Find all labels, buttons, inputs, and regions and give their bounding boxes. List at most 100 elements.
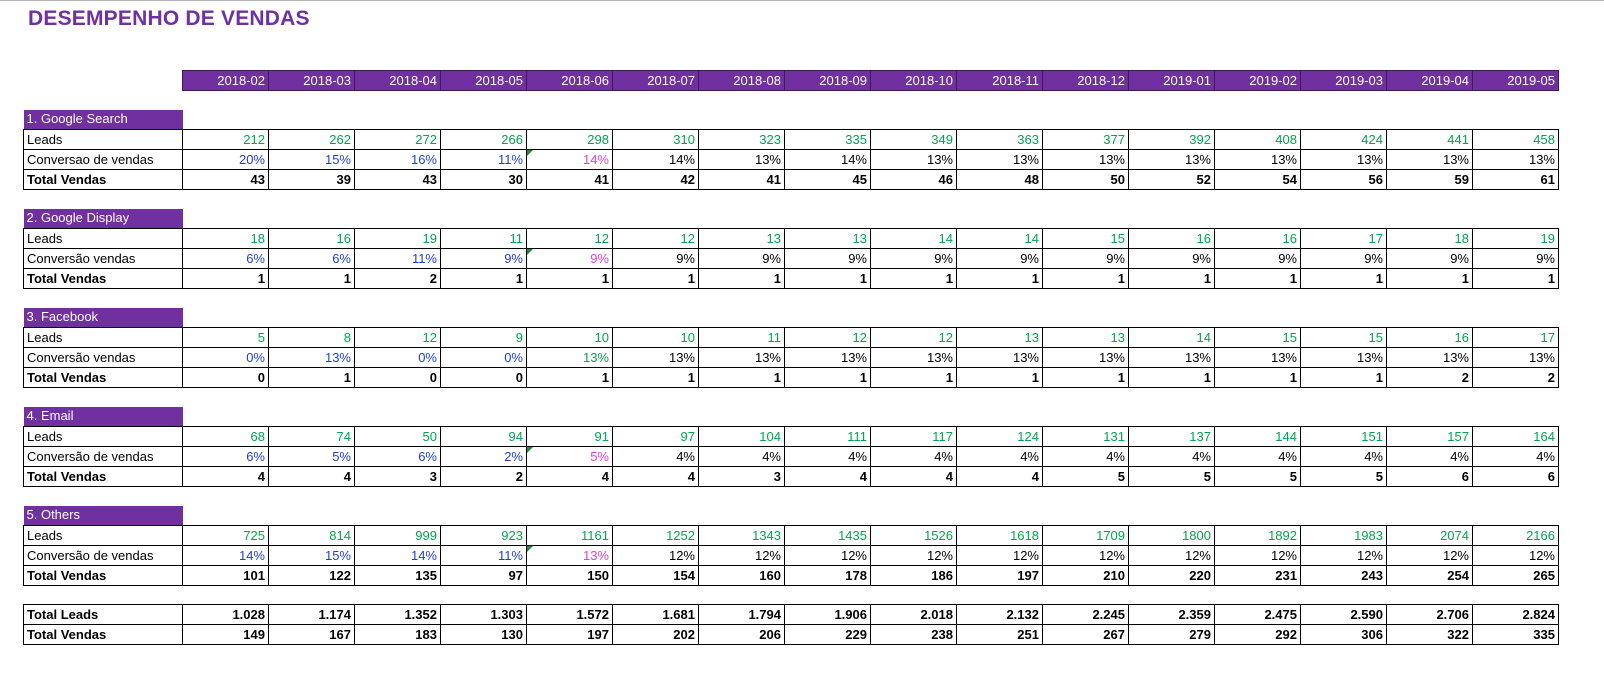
- conversion-value-cell[interactable]: 12%: [1128, 545, 1215, 566]
- row-label-cell[interactable]: Total Vendas: [23, 624, 183, 645]
- total-sales-value-cell[interactable]: 3: [354, 466, 441, 487]
- conversion-value-cell[interactable]: 2%: [440, 446, 527, 467]
- conversion-value-cell[interactable]: 13%: [1042, 149, 1129, 170]
- conversion-value-cell[interactable]: 4%: [956, 446, 1043, 467]
- total-sales-value-cell[interactable]: 4: [870, 466, 957, 487]
- total-sales-value-cell[interactable]: 45: [784, 169, 871, 190]
- summary-sales-value-cell[interactable]: 335: [1472, 624, 1559, 645]
- conversion-value-cell[interactable]: 13%: [526, 545, 613, 566]
- summary-leads-value-cell[interactable]: 1.028: [182, 604, 269, 625]
- conversion-value-cell[interactable]: 16%: [354, 149, 441, 170]
- month-header-cell[interactable]: 2018-04: [354, 70, 441, 91]
- leads-value-cell[interactable]: 104: [698, 426, 785, 447]
- leads-value-cell[interactable]: 12: [526, 228, 613, 249]
- total-sales-value-cell[interactable]: 5: [1128, 466, 1215, 487]
- conversion-value-cell[interactable]: 12%: [1214, 545, 1301, 566]
- conversion-value-cell[interactable]: 13%: [1214, 347, 1301, 368]
- leads-value-cell[interactable]: 137: [1128, 426, 1215, 447]
- total-sales-value-cell[interactable]: 1: [526, 268, 613, 289]
- conversion-value-cell[interactable]: 9%: [612, 248, 699, 269]
- conversion-value-cell[interactable]: 4%: [1300, 446, 1387, 467]
- section-name-cell[interactable]: 2. Google Display: [23, 208, 183, 229]
- leads-value-cell[interactable]: 16: [268, 228, 355, 249]
- conversion-value-cell[interactable]: 0%: [182, 347, 269, 368]
- leads-value-cell[interactable]: 923: [440, 525, 527, 546]
- leads-value-cell[interactable]: 94: [440, 426, 527, 447]
- total-sales-value-cell[interactable]: 122: [268, 565, 355, 586]
- leads-value-cell[interactable]: 14: [956, 228, 1043, 249]
- row-label-cell[interactable]: Conversão vendas: [23, 347, 183, 368]
- conversion-value-cell[interactable]: 13%: [1472, 149, 1559, 170]
- conversion-value-cell[interactable]: 15%: [268, 149, 355, 170]
- leads-value-cell[interactable]: 272: [354, 129, 441, 150]
- leads-value-cell[interactable]: 10: [612, 327, 699, 348]
- conversion-value-cell[interactable]: 9%: [1128, 248, 1215, 269]
- leads-value-cell[interactable]: 1800: [1128, 525, 1215, 546]
- leads-value-cell[interactable]: 1618: [956, 525, 1043, 546]
- month-header-cell[interactable]: 2019-03: [1300, 70, 1387, 91]
- conversion-value-cell[interactable]: 13%: [870, 149, 957, 170]
- leads-value-cell[interactable]: 15: [1214, 327, 1301, 348]
- conversion-value-cell[interactable]: 6%: [268, 248, 355, 269]
- total-sales-value-cell[interactable]: 6: [1386, 466, 1473, 487]
- leads-value-cell[interactable]: 144: [1214, 426, 1301, 447]
- leads-value-cell[interactable]: 17: [1300, 228, 1387, 249]
- total-sales-value-cell[interactable]: 243: [1300, 565, 1387, 586]
- total-sales-value-cell[interactable]: 1: [1042, 268, 1129, 289]
- total-sales-value-cell[interactable]: 1: [870, 367, 957, 388]
- leads-value-cell[interactable]: 814: [268, 525, 355, 546]
- total-sales-value-cell[interactable]: 135: [354, 565, 441, 586]
- row-label-cell[interactable]: Conversão de vendas: [23, 446, 183, 467]
- total-sales-value-cell[interactable]: 254: [1386, 565, 1473, 586]
- leads-value-cell[interactable]: 18: [182, 228, 269, 249]
- summary-leads-value-cell[interactable]: 1.681: [612, 604, 699, 625]
- conversion-value-cell[interactable]: 5%: [268, 446, 355, 467]
- leads-value-cell[interactable]: 424: [1300, 129, 1387, 150]
- total-sales-value-cell[interactable]: 5: [1300, 466, 1387, 487]
- total-sales-value-cell[interactable]: 2: [354, 268, 441, 289]
- summary-leads-value-cell[interactable]: 1.572: [526, 604, 613, 625]
- leads-value-cell[interactable]: 2074: [1386, 525, 1473, 546]
- conversion-value-cell[interactable]: 14%: [354, 545, 441, 566]
- total-sales-value-cell[interactable]: 160: [698, 565, 785, 586]
- total-sales-value-cell[interactable]: 1: [612, 367, 699, 388]
- conversion-value-cell[interactable]: 14%: [526, 149, 613, 170]
- total-sales-value-cell[interactable]: 1: [1128, 268, 1215, 289]
- leads-value-cell[interactable]: 14: [1128, 327, 1215, 348]
- leads-value-cell[interactable]: 1709: [1042, 525, 1129, 546]
- summary-sales-value-cell[interactable]: 251: [956, 624, 1043, 645]
- row-label-cell[interactable]: Conversao de vendas: [23, 149, 183, 170]
- row-label-cell[interactable]: Leads: [23, 525, 183, 546]
- total-sales-value-cell[interactable]: 231: [1214, 565, 1301, 586]
- total-sales-value-cell[interactable]: 1: [956, 268, 1043, 289]
- summary-leads-value-cell[interactable]: 2.706: [1386, 604, 1473, 625]
- total-sales-value-cell[interactable]: 97: [440, 565, 527, 586]
- total-sales-value-cell[interactable]: 2: [440, 466, 527, 487]
- total-sales-value-cell[interactable]: 220: [1128, 565, 1215, 586]
- conversion-value-cell[interactable]: 0%: [440, 347, 527, 368]
- conversion-value-cell[interactable]: 12%: [956, 545, 1043, 566]
- leads-value-cell[interactable]: 1252: [612, 525, 699, 546]
- summary-leads-value-cell[interactable]: 1.174: [268, 604, 355, 625]
- total-sales-value-cell[interactable]: 150: [526, 565, 613, 586]
- leads-value-cell[interactable]: 16: [1214, 228, 1301, 249]
- summary-leads-value-cell[interactable]: 1.352: [354, 604, 441, 625]
- conversion-value-cell[interactable]: 13%: [526, 347, 613, 368]
- leads-value-cell[interactable]: 74: [268, 426, 355, 447]
- conversion-value-cell[interactable]: 6%: [182, 446, 269, 467]
- row-label-cell[interactable]: Leads: [23, 426, 183, 447]
- summary-leads-value-cell[interactable]: 2.824: [1472, 604, 1559, 625]
- summary-leads-value-cell[interactable]: 2.132: [956, 604, 1043, 625]
- row-label-cell[interactable]: Total Vendas: [23, 466, 183, 487]
- leads-value-cell[interactable]: 1161: [526, 525, 613, 546]
- total-sales-value-cell[interactable]: 0: [182, 367, 269, 388]
- leads-value-cell[interactable]: 377: [1042, 129, 1129, 150]
- summary-leads-value-cell[interactable]: 1.303: [440, 604, 527, 625]
- total-sales-value-cell[interactable]: 1: [526, 367, 613, 388]
- leads-value-cell[interactable]: 68: [182, 426, 269, 447]
- total-sales-value-cell[interactable]: 43: [354, 169, 441, 190]
- leads-value-cell[interactable]: 13: [698, 228, 785, 249]
- conversion-value-cell[interactable]: 13%: [1128, 347, 1215, 368]
- summary-sales-value-cell[interactable]: 202: [612, 624, 699, 645]
- conversion-value-cell[interactable]: 13%: [1472, 347, 1559, 368]
